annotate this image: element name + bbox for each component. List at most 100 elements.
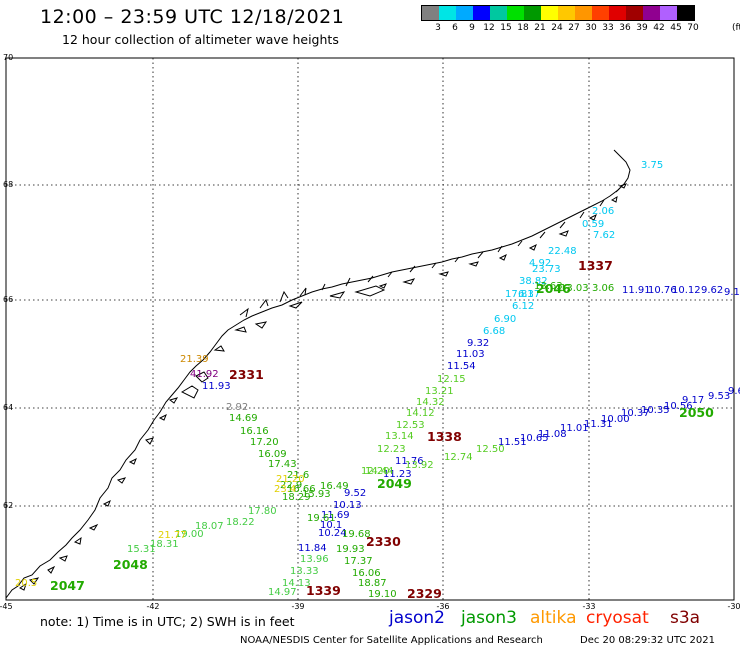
wave-height-label: 11.69: [321, 510, 350, 521]
legend-swatch: [541, 6, 558, 20]
pass-id-label: 2047: [50, 578, 85, 593]
legend-tick-label: 6: [452, 23, 458, 33]
axis-labels: -45 -42 -39 -36 -33 -30 70 68 66 64 62: [0, 53, 740, 611]
legend-tick-label: 9: [469, 23, 475, 33]
wave-height-label: 10.00: [601, 414, 630, 425]
legend-swatch: [507, 6, 524, 20]
pass-id-label: 2330: [366, 534, 401, 549]
wave-height-label: 10.35: [641, 405, 670, 416]
wave-height-label: 17.20: [250, 437, 279, 448]
wave-height-label: 11.03: [456, 349, 485, 360]
pass-id-label: 2331: [229, 367, 264, 382]
wave-height-label: 9.62: [701, 285, 723, 296]
satellite-name-jason2: jason2: [389, 608, 445, 628]
legend-swatch: [609, 6, 626, 20]
wave-height-label: 15.93: [302, 489, 331, 500]
wave-height-label: 14.69: [229, 413, 258, 424]
wave-height-label: 2.06: [592, 206, 614, 217]
wave-height-label: 21.39: [180, 354, 209, 365]
legend-swatch: [473, 6, 490, 20]
legend-tick-label: 45: [670, 23, 682, 33]
latitude-label: 64: [3, 403, 13, 412]
wave-height-label: 23.4: [274, 484, 296, 495]
longitude-label: -33: [582, 602, 595, 611]
wave-height-label: 12.50: [476, 444, 505, 455]
legend-swatch: [422, 6, 439, 20]
legend-tick-label: 18: [517, 23, 529, 33]
wave-height-label: 10.37: [621, 408, 650, 419]
wave-height-label: 16.16: [240, 426, 269, 437]
wave-height-label: 17.81: [505, 289, 534, 300]
wave-height-label: 14.44: [365, 466, 394, 477]
legend-swatch: [660, 6, 677, 20]
wave-height-label: 3.06: [592, 283, 614, 294]
pass-id-label: 1338: [427, 429, 462, 444]
legend-tick-label: 3: [435, 23, 441, 33]
pass-id-label: 2050: [679, 405, 714, 420]
pass-id-label: 2049: [377, 476, 412, 491]
wave-height-label: 14.12: [406, 408, 435, 419]
wave-height-label: 7.62: [593, 230, 615, 241]
satellite-name-altika: altika: [530, 608, 577, 628]
wave-height-label: 22.48: [548, 246, 577, 257]
wave-height-label: 16.49: [320, 481, 349, 492]
wave-height-label: 17.37: [344, 556, 373, 567]
legend-unit: (ft): [732, 23, 740, 33]
satellite-name-jason3: jason3: [461, 608, 517, 628]
wave-height-label: 2.92: [226, 402, 248, 413]
legend-swatch: [439, 6, 456, 20]
wave-height-label: 13.63: [534, 281, 563, 292]
longitude-label: -36: [436, 602, 449, 611]
legend-tick-label: 30: [585, 23, 597, 33]
wave-height-label: 9.32: [467, 338, 489, 349]
wave-height-label: 38.82: [519, 276, 548, 287]
wave-height-label: 11.08: [538, 429, 567, 440]
wave-height-label: 17.80: [248, 506, 277, 517]
wave-height-label: 10.1: [320, 520, 342, 531]
wave-height-label: 21.6: [287, 470, 309, 481]
legend-swatch: [456, 6, 473, 20]
wave-height-label: 12.74: [444, 452, 473, 463]
wave-height-label: 11.84: [298, 543, 327, 554]
wave-height-label: 13.14: [385, 431, 414, 442]
wave-height-label: 13.96: [300, 554, 329, 565]
wave-height-label: 10.24: [318, 528, 347, 539]
wave-height-label: 10.13: [333, 500, 362, 511]
pass-id-label: 2046: [536, 281, 571, 296]
wave-height-label: 13.03: [560, 283, 589, 294]
wave-height-label: 19.10: [368, 589, 397, 600]
wave-height-label: 9.53: [708, 391, 730, 402]
wave-height-label: 11.54: [447, 361, 476, 372]
legend-swatch: [643, 6, 660, 20]
legend-swatch: [524, 6, 541, 20]
wave-height-label: 14.97: [268, 587, 297, 598]
legend-tick-label: 24: [551, 23, 563, 33]
wave-height-label: 19.61: [307, 513, 336, 524]
wave-height-label: 6.90: [494, 314, 516, 325]
wave-height-label: 17.43: [268, 459, 297, 470]
wave-height-label: 13.33: [290, 566, 319, 577]
wave-height-label: 21.20: [276, 474, 305, 485]
wave-height-label: 15.31: [127, 544, 156, 555]
map-frame: [5, 57, 735, 601]
latitude-label: 66: [3, 295, 13, 304]
wave-height-label: 10.12: [672, 285, 701, 296]
wave-height-label: 10.56: [664, 401, 693, 412]
wave-height-label: 20.5: [15, 578, 37, 589]
wave-height-label: 21.77: [158, 530, 187, 541]
wave-height-label: 11.93: [202, 381, 231, 392]
wave-height-label: 10.76: [648, 285, 677, 296]
wave-height-label: 11.51: [498, 437, 527, 448]
wave-height-label: 9.17: [682, 395, 704, 406]
legend-swatch: [575, 6, 592, 20]
pass-id-label: 1339: [306, 583, 341, 598]
wave-height-label: 18.87: [358, 578, 387, 589]
wave-height-label: 12.23: [377, 444, 406, 455]
legend-swatch: [558, 6, 575, 20]
latitude-label: 70: [3, 53, 13, 62]
wave-height-label: 11.23: [383, 469, 412, 480]
